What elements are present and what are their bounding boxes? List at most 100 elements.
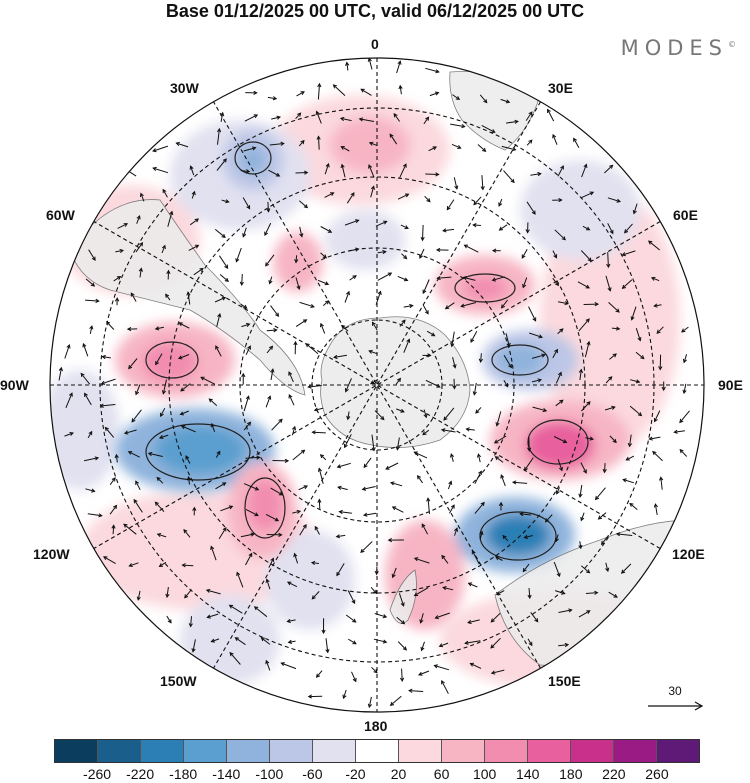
wind-vector-head [206, 614, 211, 619]
wind-vector-head [470, 338, 475, 343]
wind-vector-head [615, 308, 620, 313]
wind-vector-head [444, 305, 450, 310]
wind-vector-head [280, 662, 285, 667]
wind-vector-head [270, 368, 275, 373]
wind-vector-head [325, 649, 330, 654]
wind-vector-head [589, 436, 595, 441]
wind-vector [530, 612, 539, 622]
wind-vector [109, 505, 117, 515]
wind-vector-head [420, 646, 425, 652]
wind-vector-head [400, 602, 405, 607]
wind-vector-head [177, 355, 183, 360]
wind-vector-head [424, 310, 429, 315]
wind-vector-head [300, 449, 306, 454]
wind-vector-head [84, 392, 88, 397]
wind-vector [461, 302, 477, 307]
wind-vector-head [490, 670, 496, 675]
wind-vector-head [500, 304, 506, 309]
wind-vector-head [158, 563, 164, 567]
wind-vector-head [352, 677, 357, 683]
graticule [50, 58, 704, 712]
wind-vector [372, 322, 378, 331]
wind-vector [611, 327, 620, 330]
wind-vector [421, 641, 425, 651]
wind-vector-head [583, 469, 587, 474]
wind-vector-head [522, 567, 527, 573]
wind-vector-head [155, 360, 159, 366]
wind-vector-head [419, 254, 424, 259]
contour-wsw-low [145, 423, 251, 481]
wind-vector-head [200, 376, 205, 381]
wind-vector-head [609, 164, 614, 169]
wind-vector-head [404, 193, 410, 198]
wind-vector [400, 224, 409, 229]
high-anomaly-west-core [142, 342, 198, 382]
wind-vector [605, 275, 611, 291]
wind-vector-head [188, 623, 193, 628]
wind-vector [622, 250, 636, 256]
wind-vector-head [426, 497, 431, 502]
wind-vector [552, 250, 557, 258]
wind-vector [449, 504, 455, 514]
wind-vector-head [373, 669, 378, 674]
wind-vector-head [476, 453, 482, 458]
wind-vector-head [498, 501, 504, 507]
wind-vector-head [136, 215, 141, 220]
wind-vector [579, 484, 583, 498]
wind-vector-head [293, 552, 298, 558]
wind-vector-head [409, 303, 414, 309]
wind-vector-head [116, 276, 122, 280]
wind-vector [451, 331, 455, 347]
wind-vector-head [325, 162, 330, 168]
wind-vector [345, 614, 356, 623]
wind-vector [503, 355, 512, 368]
low-anomaly-se-core [486, 515, 550, 555]
wind-vector [348, 638, 357, 645]
wind-vector-head [314, 525, 319, 531]
wind-vector [552, 349, 558, 359]
wind-vector [324, 192, 334, 198]
wind-vector-head [192, 506, 197, 511]
wind-vector-head [186, 291, 191, 296]
wind-vector-head [300, 139, 305, 145]
wind-vector-head [442, 586, 447, 591]
colorbar-tick-label: 100 [472, 766, 497, 782]
wind-vector-head [402, 163, 407, 168]
wind-vector-head [127, 451, 133, 455]
wind-vector [403, 305, 413, 308]
wind-vector-head [362, 512, 368, 517]
wind-vector-head [511, 147, 517, 152]
wind-vector [308, 385, 322, 388]
wind-vector [218, 255, 229, 269]
wind-vector-head [91, 256, 96, 261]
wind-vector-head [578, 544, 583, 550]
wind-vector-head [578, 493, 583, 499]
wind-vector-head [269, 345, 274, 350]
wind-vector-head [345, 290, 350, 296]
wind-vector-head [403, 277, 409, 282]
wind-vector [651, 277, 660, 282]
wind-vector-head [564, 301, 570, 306]
wind-vector-head [480, 501, 485, 507]
colorbar-tick-label: 20 [390, 766, 407, 782]
wind-vector [265, 396, 271, 408]
wind-vector-head [330, 192, 335, 196]
wind-vector [341, 164, 346, 178]
wind-vector-head [278, 532, 283, 537]
wind-vector [131, 409, 142, 423]
wind-vector [295, 319, 307, 328]
wind-vector [604, 164, 613, 174]
anomaly-light-blue-ne [520, 160, 640, 260]
wind-vector-head [463, 244, 469, 249]
wind-vector-head [498, 226, 504, 231]
wind-vector [333, 84, 346, 96]
wind-vector-head [380, 415, 385, 421]
wind-vector-head [521, 254, 526, 259]
wind-vector [500, 98, 510, 103]
wind-vector-head [297, 112, 302, 117]
wind-vector [229, 652, 241, 665]
wind-vector-head [371, 321, 376, 326]
wind-vector [288, 640, 296, 643]
wind-vector [608, 302, 620, 313]
